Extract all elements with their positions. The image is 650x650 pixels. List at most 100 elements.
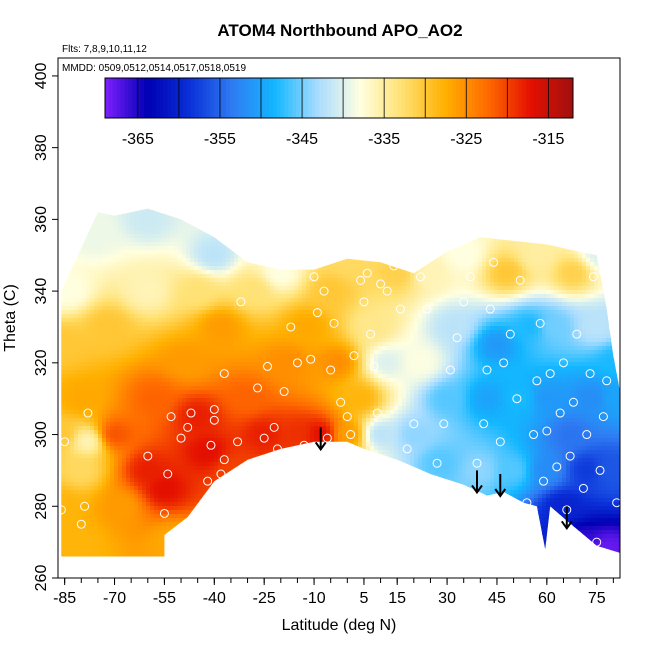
heat-cell: [90, 478, 95, 483]
heat-cell: [90, 318, 95, 323]
heat-cell: [82, 234, 87, 239]
heat-cell: [230, 274, 235, 279]
heat-cell: [110, 374, 115, 379]
heat-cell: [222, 434, 227, 439]
heat-cell: [246, 542, 251, 547]
heat-cell: [66, 394, 71, 399]
heat-cell: [170, 446, 175, 451]
heat-cell: [182, 238, 187, 243]
heat-cell: [61, 302, 63, 307]
heat-cell: [66, 490, 71, 495]
heat-cell: [202, 454, 207, 459]
heat-cell: [246, 362, 251, 367]
heat-cell: [206, 410, 211, 415]
heat-cell: [134, 386, 139, 391]
heat-cell: [226, 526, 231, 531]
heat-cell: [138, 310, 143, 315]
heat-cell: [86, 562, 91, 567]
heat-cell: [262, 458, 267, 463]
heat-cell: [126, 442, 131, 447]
heat-cell: [230, 462, 235, 467]
heat-cell: [214, 486, 219, 491]
heat-cell: [190, 282, 195, 287]
heat-cell: [146, 258, 151, 263]
heat-cell: [194, 362, 199, 367]
heat-cell: [262, 494, 267, 499]
heat-cell: [90, 342, 95, 347]
heat-cell: [218, 522, 223, 527]
heat-cell: [266, 458, 271, 463]
heat-cell: [90, 474, 95, 479]
heat-cell: [254, 266, 259, 271]
heat-cell: [74, 422, 79, 427]
heat-cell: [61, 290, 63, 295]
heat-cell: [74, 446, 79, 451]
heat-cell: [114, 286, 119, 291]
heat-cell: [122, 198, 127, 203]
heat-cell: [202, 218, 207, 223]
heat-cell: [70, 502, 75, 507]
heat-cell: [146, 514, 151, 519]
heat-cell: [66, 230, 71, 235]
heat-cell: [162, 238, 167, 243]
heat-cell: [74, 314, 79, 319]
heat-cell: [246, 510, 251, 515]
heat-cell: [262, 534, 267, 539]
heat-cell: [266, 286, 271, 291]
heat-cell: [78, 210, 83, 215]
heat-cell: [170, 298, 175, 303]
heat-cell: [206, 362, 211, 367]
heat-cell: [106, 266, 111, 271]
heat-cell: [98, 290, 103, 295]
heat-cell: [126, 530, 131, 535]
heat-cell: [126, 358, 131, 363]
heat-cell: [230, 418, 235, 423]
heat-cell: [110, 394, 115, 399]
heat-cell: [110, 538, 115, 543]
heat-cell: [94, 314, 99, 319]
heat-cell: [154, 442, 159, 447]
heat-cell: [262, 274, 267, 279]
heat-cell: [186, 454, 191, 459]
heat-cell: [170, 210, 175, 215]
heat-cell: [62, 282, 67, 287]
heat-cell: [126, 346, 131, 351]
heat-cell: [74, 334, 79, 339]
heat-cell: [102, 394, 107, 399]
heat-cell: [110, 210, 115, 215]
heat-cell: [258, 402, 263, 407]
heat-cell: [202, 270, 207, 275]
heat-cell: [82, 562, 87, 567]
heat-cell: [258, 202, 263, 207]
heat-cell: [122, 278, 127, 283]
heat-cell: [266, 222, 271, 227]
heat-cell: [238, 246, 243, 251]
heat-cell: [142, 266, 147, 271]
heat-cell: [94, 478, 99, 483]
heat-cell: [206, 514, 211, 519]
heat-cell: [130, 438, 135, 443]
heat-cell: [106, 218, 111, 223]
heat-cell: [178, 426, 183, 431]
heat-cell: [266, 522, 271, 527]
heat-cell: [94, 278, 99, 283]
heat-cell: [194, 370, 199, 375]
heat-cell: [74, 218, 79, 223]
heat-cell: [198, 386, 203, 391]
heat-cell: [82, 346, 87, 351]
heat-cell: [146, 342, 151, 347]
heat-cell: [258, 498, 263, 503]
heat-cell: [98, 350, 103, 355]
heat-cell: [170, 554, 175, 557]
heat-cell: [98, 474, 103, 479]
heat-cell: [126, 298, 131, 303]
heat-cell: [86, 266, 91, 271]
heat-cell: [70, 486, 75, 491]
heat-cell: [142, 398, 147, 403]
heat-cell: [182, 514, 187, 519]
heat-cell: [146, 522, 151, 527]
heat-cell: [166, 274, 171, 279]
heat-cell: [150, 238, 155, 243]
heat-cell: [150, 286, 155, 291]
heat-cell: [258, 246, 263, 251]
